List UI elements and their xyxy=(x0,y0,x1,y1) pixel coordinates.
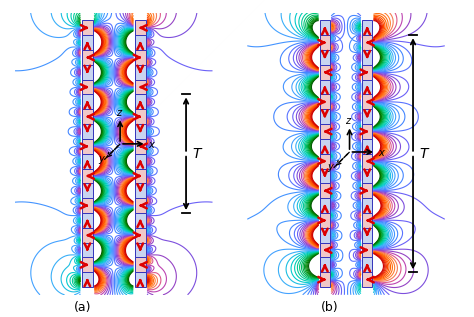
Bar xyxy=(362,169,372,183)
Bar xyxy=(82,20,93,35)
Bar xyxy=(82,169,93,183)
Bar xyxy=(320,109,330,124)
Bar xyxy=(135,257,146,272)
Bar xyxy=(135,65,146,80)
Bar xyxy=(82,124,93,139)
Bar xyxy=(135,94,146,109)
Bar xyxy=(135,198,146,213)
Bar xyxy=(135,169,146,183)
Text: z: z xyxy=(116,108,121,118)
Bar xyxy=(135,20,146,35)
Bar xyxy=(320,124,330,139)
Bar xyxy=(82,198,93,213)
Bar xyxy=(320,65,330,80)
Bar xyxy=(362,109,372,124)
Bar xyxy=(320,80,330,94)
Bar xyxy=(320,94,330,109)
Bar xyxy=(320,228,330,243)
Bar xyxy=(362,257,372,272)
Bar xyxy=(362,213,372,228)
Text: y: y xyxy=(98,153,104,164)
Text: x: x xyxy=(378,148,383,158)
Bar xyxy=(362,50,372,65)
Bar xyxy=(362,228,372,243)
Bar xyxy=(135,183,146,198)
Bar xyxy=(362,154,372,169)
Bar xyxy=(320,20,330,35)
Bar xyxy=(135,228,146,243)
Bar xyxy=(135,80,146,94)
Bar xyxy=(82,257,93,272)
Bar xyxy=(82,65,93,80)
Text: T: T xyxy=(419,147,428,161)
Bar xyxy=(320,139,330,154)
Bar xyxy=(82,109,93,124)
Text: z: z xyxy=(346,116,350,126)
Text: (a): (a) xyxy=(74,301,91,314)
Bar xyxy=(362,80,372,94)
Bar xyxy=(362,35,372,50)
Bar xyxy=(135,124,146,139)
Bar xyxy=(135,213,146,228)
Bar xyxy=(135,50,146,65)
Bar xyxy=(82,183,93,198)
Bar xyxy=(135,139,146,154)
Bar xyxy=(320,154,330,169)
Bar xyxy=(82,272,93,287)
Bar xyxy=(82,243,93,257)
Bar xyxy=(135,109,146,124)
Bar xyxy=(82,35,93,50)
Bar xyxy=(320,213,330,228)
Bar xyxy=(320,169,330,183)
Bar xyxy=(362,272,372,287)
Bar xyxy=(135,272,146,287)
Bar xyxy=(82,154,93,169)
Bar xyxy=(135,154,146,169)
Bar xyxy=(82,139,93,154)
Bar xyxy=(362,124,372,139)
Bar xyxy=(82,228,93,243)
Bar xyxy=(82,80,93,94)
Bar xyxy=(320,243,330,257)
Bar xyxy=(362,65,372,80)
Bar xyxy=(82,50,93,65)
Bar xyxy=(320,257,330,272)
Text: x: x xyxy=(148,140,154,150)
Bar xyxy=(320,198,330,213)
Bar xyxy=(362,139,372,154)
Bar xyxy=(82,94,93,109)
Text: T: T xyxy=(192,147,201,161)
Bar xyxy=(135,243,146,257)
Bar xyxy=(320,35,330,50)
Bar xyxy=(362,94,372,109)
Bar xyxy=(135,35,146,50)
Text: y: y xyxy=(328,162,333,171)
Bar xyxy=(362,20,372,35)
Bar xyxy=(362,243,372,257)
Bar xyxy=(320,272,330,287)
Bar xyxy=(362,183,372,198)
Bar xyxy=(362,198,372,213)
Bar xyxy=(320,183,330,198)
Text: (b): (b) xyxy=(320,301,338,314)
Bar xyxy=(82,213,93,228)
Bar xyxy=(320,50,330,65)
